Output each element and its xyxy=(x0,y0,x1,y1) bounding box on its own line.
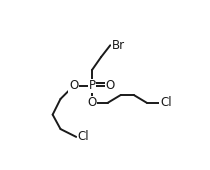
Text: Cl: Cl xyxy=(160,96,172,109)
Text: O: O xyxy=(69,79,78,92)
Text: Cl: Cl xyxy=(77,130,89,143)
Text: Br: Br xyxy=(112,39,125,52)
Text: O: O xyxy=(106,79,115,92)
Text: P: P xyxy=(88,79,95,92)
Text: O: O xyxy=(87,96,97,109)
